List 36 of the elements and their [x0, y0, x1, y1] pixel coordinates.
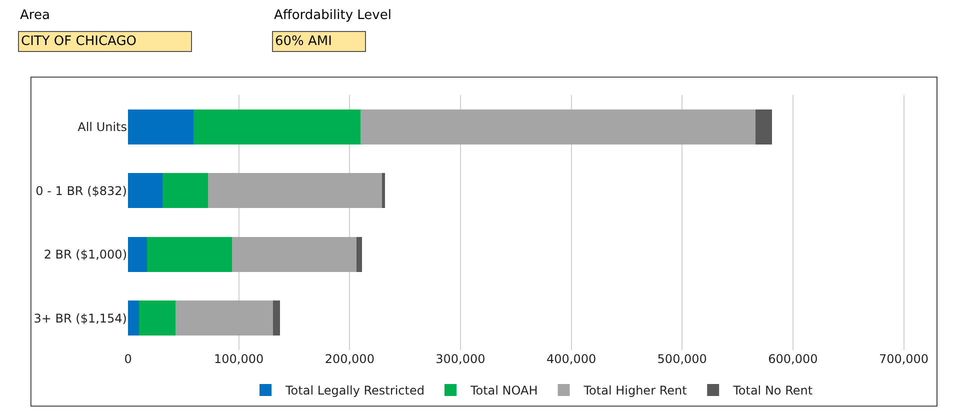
bar — [193, 109, 361, 144]
x-tick-label: 0 — [124, 352, 132, 366]
y-tick-label: 0 - 1 BR ($832) — [36, 184, 127, 198]
x-tick-label: 600,000 — [768, 352, 818, 366]
x-tick-label: 500,000 — [657, 352, 707, 366]
x-tick-label: 300,000 — [436, 352, 486, 366]
y-tick-label: All Units — [78, 120, 127, 134]
text: 60% AMI — [275, 34, 332, 49]
bar — [128, 173, 162, 208]
y-tick-label: 3+ BR ($1,154) — [34, 311, 127, 326]
bar — [128, 109, 194, 144]
text: Affordability Level — [274, 8, 392, 23]
x-tick-label: 400,000 — [546, 352, 596, 366]
text: CITY OF CHICAGO — [21, 34, 137, 49]
bar — [273, 300, 280, 336]
bar — [356, 236, 362, 272]
bar — [162, 173, 208, 208]
bar — [176, 300, 274, 336]
y-tick-label: 2 BR ($1,000) — [44, 248, 127, 262]
text: Area — [20, 8, 50, 23]
x-tick-label: 200,000 — [324, 352, 374, 366]
bar — [128, 236, 147, 272]
x-tick-label: 100,000 — [214, 352, 264, 366]
legend-label: Total Higher Rent — [582, 384, 688, 398]
bar — [208, 173, 382, 208]
bar — [382, 173, 386, 208]
bar — [360, 109, 756, 144]
bar — [128, 300, 140, 336]
x-tick-label: 700,000 — [878, 352, 929, 366]
bar — [139, 300, 176, 336]
bar — [755, 109, 772, 144]
bar — [232, 236, 356, 272]
legend-label: Total Legally Restricted — [284, 384, 424, 398]
legend-label: Total No Rent — [732, 384, 813, 398]
bar — [146, 236, 232, 272]
legend-label: Total NOAH — [469, 384, 538, 398]
